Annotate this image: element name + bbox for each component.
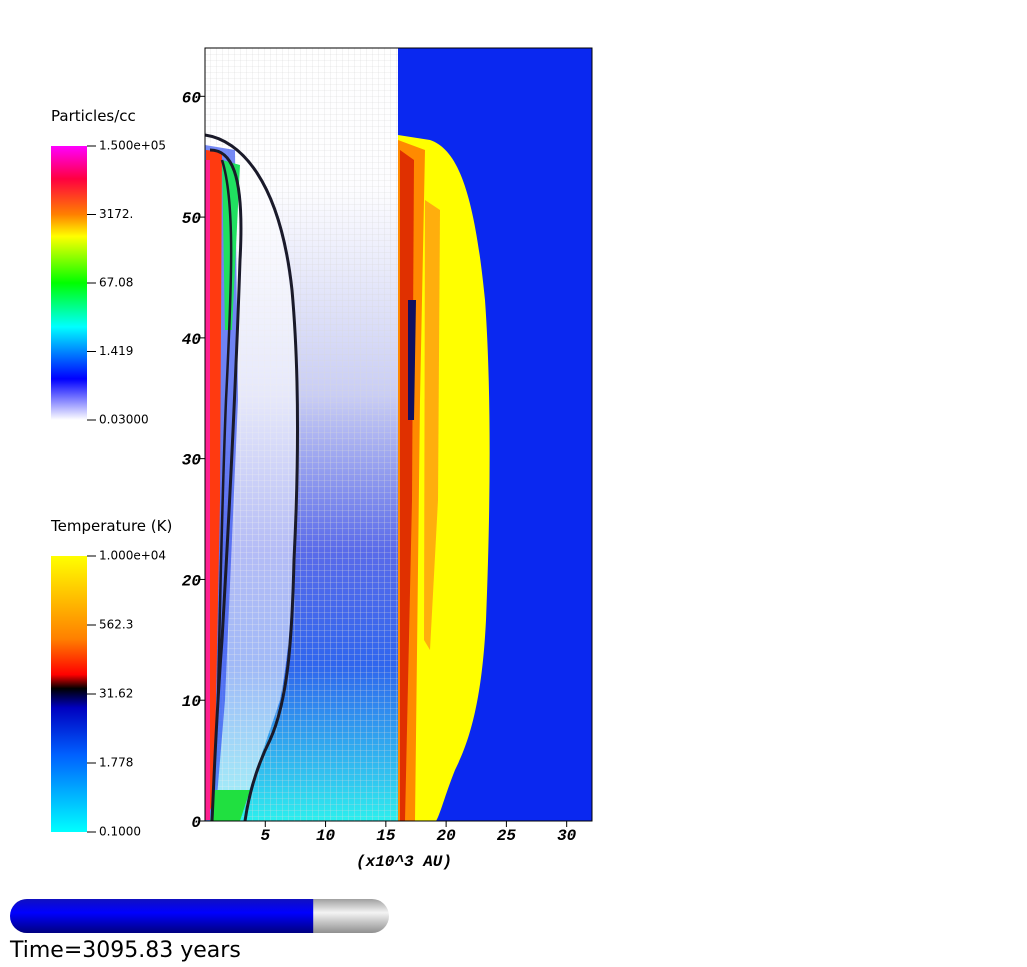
x-tick-label: 10	[316, 827, 336, 845]
colorbar-label: 1.500e+05	[99, 139, 166, 153]
x-tick-label: 30	[557, 827, 577, 845]
colorbar	[51, 146, 87, 420]
y-tick-label: 60	[182, 89, 202, 107]
x-axis-label: (x10^3 AU)	[356, 853, 452, 871]
y-tick-label: 30	[182, 452, 202, 470]
x-tick-label: 5	[260, 827, 270, 845]
colorbar-label: 0.03000	[99, 413, 149, 427]
colorbar-title: Temperature (K)	[50, 517, 172, 535]
x-tick-label: 25	[497, 827, 517, 845]
colorbar-label: 1.419	[99, 344, 133, 358]
x-tick-label: 20	[437, 827, 457, 845]
colorbar	[51, 556, 87, 832]
field-image	[204, 48, 592, 822]
time-label: Time=3095.83 years	[9, 938, 241, 963]
colorbar-label: 67.08	[99, 276, 133, 290]
colorbar-label: 3172.	[99, 207, 133, 221]
y-tick-label: 0	[191, 814, 201, 832]
y-tick-label: 10	[182, 693, 202, 711]
colorbar-label: 31.62	[99, 687, 133, 701]
colorbar-title: Particles/cc	[51, 107, 136, 125]
colorbar-label: 0.1000	[99, 825, 141, 839]
progress-fill	[10, 899, 314, 933]
colorbar-label: 1.000e+04	[99, 549, 166, 563]
x-tick-label: 15	[376, 827, 396, 845]
y-tick-label: 20	[182, 572, 202, 590]
colorbar-label: 562.3	[99, 618, 133, 632]
colorbar-label: 1.778	[99, 756, 133, 770]
y-tick-label: 40	[182, 331, 202, 349]
y-tick-label: 50	[182, 210, 202, 228]
plot-frame	[204, 47, 593, 822]
